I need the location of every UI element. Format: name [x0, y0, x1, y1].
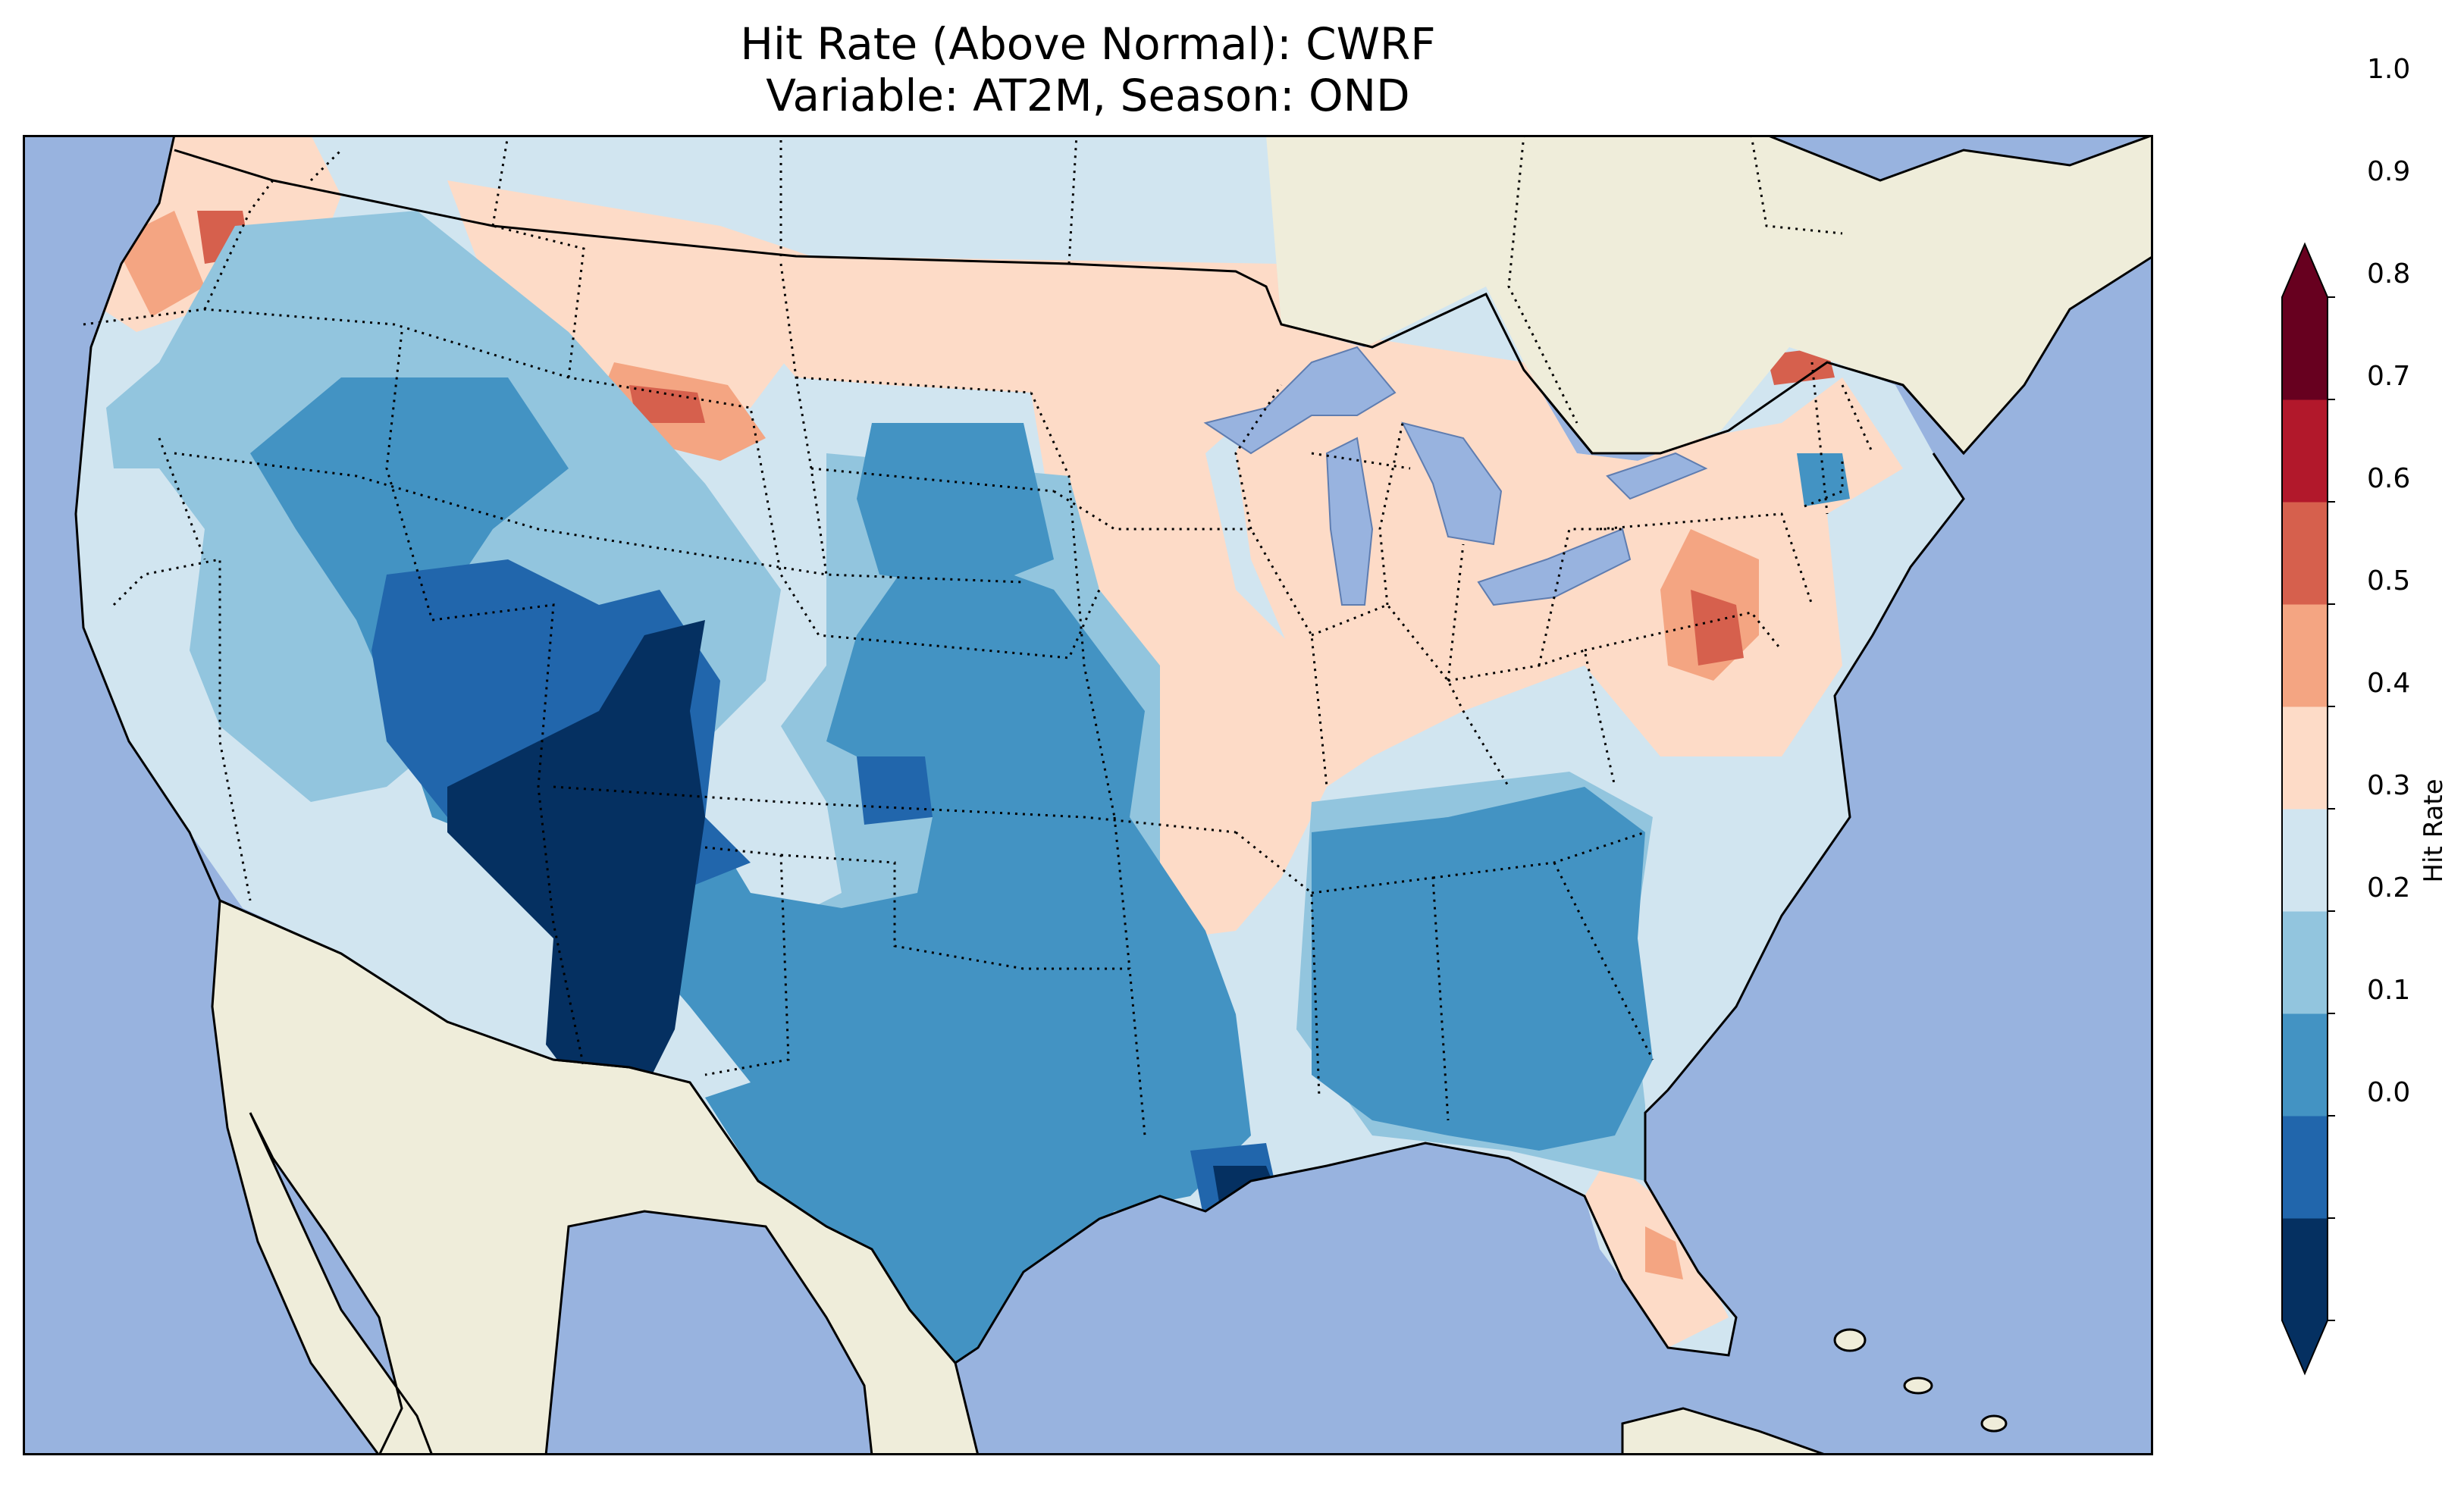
colorbar-segment [2282, 1218, 2328, 1321]
colorbar-tick-label: 0.5 [2367, 565, 2411, 597]
colorbar [2281, 242, 2335, 1376]
colorbar-segment [2282, 706, 2328, 810]
colorbar-tick-label: 0.0 [2367, 1077, 2411, 1108]
colorbar-segment [2282, 502, 2328, 605]
colorbar-tick-label: 0.4 [2367, 668, 2411, 699]
us-coastline [74, 135, 221, 901]
colorbar-segment [2282, 297, 2328, 400]
state-borders [83, 149, 1874, 1136]
hit-rate-region-montana [447, 180, 811, 423]
us-canada-border [174, 149, 1965, 455]
us-mexico-border [219, 899, 957, 1364]
hit-rate-region-midwest [751, 256, 1327, 938]
colorbar-segment [2282, 1013, 2328, 1117]
bahamas-island [1903, 1377, 1933, 1395]
colorbar-tick-label: 0.6 [2367, 463, 2411, 494]
hit-rate-region-southwest [447, 620, 705, 1090]
hit-rate-map [23, 135, 2153, 1455]
colorbar-segment [2282, 809, 2328, 912]
colorbar-segment [2282, 399, 2328, 503]
bahamas-island [1980, 1414, 2008, 1433]
map-title: Hit Rate (Above Normal): CWRF [740, 18, 1436, 70]
map-subtitle: Variable: AT2M, Season: OND [766, 70, 1410, 121]
colorbar-extend-max [2282, 244, 2328, 297]
colorbar-extend-min [2282, 1320, 2328, 1373]
us-coastline [955, 453, 1965, 1364]
colorbar-tick-label: 0.1 [2367, 975, 2411, 1006]
colorbar-tick-label: 0.9 [2367, 156, 2411, 187]
colorbar-tick-label: 0.2 [2367, 872, 2411, 904]
colorbar-tick-label: 0.8 [2367, 258, 2411, 290]
hit-rate-region-southern-plains [250, 377, 1251, 1363]
colorbar-segment [2282, 1116, 2328, 1219]
colorbar-tick-label: 0.3 [2367, 770, 2411, 801]
colorbar-tick-label: 1.0 [2367, 54, 2411, 85]
map-frame [23, 135, 2153, 1455]
cuba-landmass [1621, 1407, 1828, 1455]
bahamas-island [1833, 1328, 1867, 1352]
province-borders [491, 135, 1843, 424]
colorbar-tick-label: 0.7 [2367, 361, 2411, 392]
colorbar-segment [2282, 911, 2328, 1014]
hit-rate-region-southeast [1312, 787, 1653, 1151]
colorbar-segment [2282, 604, 2328, 707]
colorbar-label: Hit Rate [2419, 778, 2449, 883]
